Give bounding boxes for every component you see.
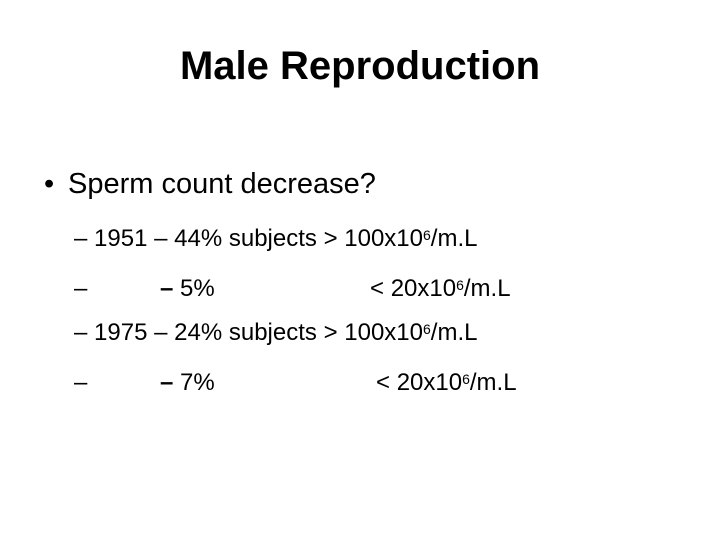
slide-title: Male Reproduction [179, 44, 541, 88]
separator: – [160, 369, 174, 396]
bullet-marker: • [44, 168, 55, 200]
dash: – [74, 369, 88, 396]
subjects-label: subjects [228, 319, 317, 346]
comparator: < [370, 275, 385, 302]
year: 1975 [94, 319, 148, 346]
exponent: 6 [423, 321, 431, 337]
exponent: 6 [456, 277, 464, 293]
separator: – [160, 275, 174, 302]
count-base: 20x10 [396, 369, 463, 396]
count-base: 20x10 [390, 275, 457, 302]
comparator: > [323, 319, 338, 346]
sub-bullet-1951: – 1951 – 44% subjects > 100x106/m.L [74, 224, 477, 254]
dash: – [74, 225, 88, 252]
percent: 7% [180, 369, 215, 396]
bullet-text: Sperm count decrease? [68, 168, 376, 200]
percent: 44% [174, 225, 223, 252]
year: 1951 [94, 225, 148, 252]
dash: – [74, 319, 88, 346]
unit: /m.L [430, 319, 478, 346]
percent: 24% [174, 319, 223, 346]
main-bullet: • Sperm count decrease? [44, 166, 376, 202]
unit: /m.L [469, 369, 517, 396]
subjects-label: subjects [228, 225, 317, 252]
comparator: > [323, 225, 338, 252]
sub-bullet-1975: – 1975 – 24% subjects > 100x106/m.L [74, 318, 477, 348]
count-base: 100x10 [344, 225, 423, 252]
sub-bullet-1975-low-percent: – 7% [160, 368, 215, 398]
percent: 5% [180, 275, 215, 302]
sub-bullet-1951-low-percent: – 5% [160, 274, 215, 304]
separator: – [154, 225, 168, 252]
separator: – [154, 319, 168, 346]
sub-bullet-1975-low: – [74, 368, 87, 398]
count-base: 100x10 [344, 319, 423, 346]
unit: /m.L [430, 225, 478, 252]
exponent: 6 [462, 371, 470, 387]
unit: /m.L [463, 275, 511, 302]
dash: – [74, 275, 88, 302]
sub-bullet-1951-low-count: < 20x106/m.L [370, 274, 511, 304]
comparator: < [376, 369, 391, 396]
sub-bullet-1951-low: – [74, 274, 87, 304]
exponent: 6 [423, 227, 431, 243]
sub-bullet-1975-low-count: < 20x106/m.L [376, 368, 517, 398]
